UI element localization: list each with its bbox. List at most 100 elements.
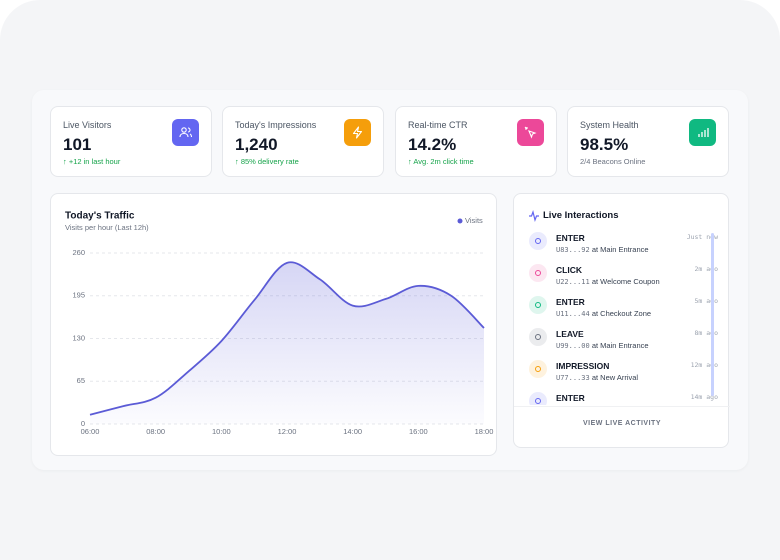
event-icon	[529, 296, 547, 314]
stat-delta: ↑ 85% delivery rate	[235, 157, 299, 166]
live-item: IMPRESSION U77...33 at New Arrival 12m ago	[528, 359, 718, 389]
stat-delta: 2/4 Beacons Online	[580, 157, 646, 166]
y-tick-label: 0	[81, 419, 85, 428]
connector: at	[591, 277, 599, 286]
user-id: U77...33	[556, 374, 590, 382]
stat-delta: ↑ +12 in last hour	[63, 157, 121, 166]
stat-icon	[344, 119, 371, 146]
event-glyph	[535, 334, 541, 340]
live-card: Live Interactions ENTER U83...92 at Main …	[513, 193, 730, 448]
event-type: IMPRESSION	[556, 361, 610, 371]
stat-label: Today's Impressions	[235, 120, 317, 130]
chart-subtitle: Visits per hour (Last 12h)	[65, 223, 149, 232]
event-detail: U11...44 at Checkout Zone	[556, 309, 651, 318]
event-detail: U99...00 at Main Entrance	[556, 341, 649, 350]
event-type: CLICK	[556, 265, 582, 275]
scrollbar	[711, 233, 714, 396]
icon-glyph	[179, 127, 192, 138]
event-icon	[529, 360, 547, 378]
event-glyph	[535, 270, 541, 276]
event-icon	[529, 232, 547, 250]
live-item: ENTER 14m ago	[528, 391, 718, 405]
connector: at	[591, 245, 599, 254]
x-tick-label: 10:00	[212, 427, 231, 436]
event-icon	[529, 264, 547, 282]
location: Main Entrance	[600, 245, 649, 254]
y-tick-label: 260	[72, 248, 85, 257]
user-id: U99...00	[556, 342, 590, 350]
user-id: U11...44	[556, 310, 590, 318]
icon-glyph	[698, 128, 709, 137]
stat-label: Real-time CTR	[408, 120, 468, 130]
event-glyph	[535, 398, 541, 404]
line	[89, 261, 485, 416]
view-activity-button[interactable]: VIEW LIVE ACTIVITY	[583, 420, 661, 427]
stat-delta: ↑ Avg. 2m click time	[408, 157, 474, 166]
x-tick-label: 06:00	[81, 427, 100, 436]
event-time: 12m ago	[690, 361, 718, 369]
stat-card: System Health 98.5% 2/4 Beacons Online	[567, 106, 729, 177]
chart-title: Today's Traffic	[65, 211, 135, 222]
y-tick-label: 130	[72, 333, 85, 342]
event-time: Just now	[686, 233, 718, 241]
stat-label: System Health	[580, 120, 639, 130]
live-item: LEAVE U99...00 at Main Entrance 8m ago	[528, 327, 718, 357]
activity-icon	[529, 210, 539, 222]
icon-glyph	[524, 126, 537, 139]
y-tick-label: 195	[72, 291, 85, 300]
event-type: LEAVE	[556, 329, 584, 339]
live-title: Live Interactions	[543, 210, 619, 221]
event-detail: U22...11 at Welcome Coupon	[556, 277, 660, 286]
stat-card: Today's Impressions 1,240 ↑ 85% delivery r…	[222, 106, 384, 177]
divider	[514, 406, 730, 407]
location: Main Entrance	[600, 341, 649, 350]
live-list: ENTER U83...92 at Main Entrance Just now CL…	[514, 231, 730, 405]
y-tick-label: 65	[77, 376, 85, 385]
stat-value: 14.2%	[408, 135, 457, 154]
live-item: ENTER U11...44 at Checkout Zone 5m ago	[528, 295, 718, 325]
location: Checkout Zone	[600, 309, 652, 318]
live-item: ENTER U83...92 at Main Entrance Just now	[528, 231, 718, 261]
live-item: CLICK U22...11 at Welcome Coupon 2m ago	[528, 263, 718, 293]
event-glyph	[535, 302, 541, 308]
event-detail: U77...33 at New Arrival	[556, 373, 638, 382]
connector: at	[591, 373, 599, 382]
icon-glyph	[352, 126, 363, 139]
user-id: U83...92	[556, 246, 590, 254]
stat-card: Real-time CTR 14.2% ↑ Avg. 2m click time	[395, 106, 557, 177]
x-tick-label: 12:00	[278, 427, 297, 436]
legend-label: Visits	[465, 216, 483, 225]
event-detail: U83...92 at Main Entrance	[556, 245, 649, 254]
event-glyph	[535, 238, 541, 244]
stat-label: Live Visitors	[63, 120, 112, 130]
x-tick-label: 18:00	[475, 427, 494, 436]
stat-value: 1,240	[235, 135, 278, 154]
user-id: U22...11	[556, 278, 590, 286]
event-type: ENTER	[556, 233, 585, 243]
chart: Today's Traffic Visits per hour (Last 12…	[65, 211, 494, 436]
event-time: 8m ago	[694, 329, 718, 337]
chart-card: Today's Traffic Visits per hour (Last 12…	[50, 193, 497, 456]
legend-marker	[457, 218, 463, 224]
stat-icon	[689, 119, 716, 146]
x-tick-label: 16:00	[409, 427, 428, 436]
location: Welcome Coupon	[600, 277, 660, 286]
event-glyph	[535, 366, 541, 372]
stat-icon	[517, 119, 544, 146]
connector: at	[591, 341, 599, 350]
event-time: 5m ago	[694, 297, 718, 305]
stat-icon	[172, 119, 199, 146]
event-icon	[529, 328, 547, 346]
stat-value: 98.5%	[580, 135, 629, 154]
x-tick-label: 08:00	[146, 427, 165, 436]
event-time: 14m ago	[690, 393, 718, 401]
area-fill	[90, 262, 484, 424]
connector: at	[591, 309, 599, 318]
event-icon	[529, 392, 547, 405]
x-tick-label: 14:00	[343, 427, 362, 436]
location: New Arrival	[600, 373, 639, 382]
event-type: ENTER	[556, 393, 585, 403]
event-type: ENTER	[556, 297, 585, 307]
event-time: 2m ago	[694, 265, 718, 273]
